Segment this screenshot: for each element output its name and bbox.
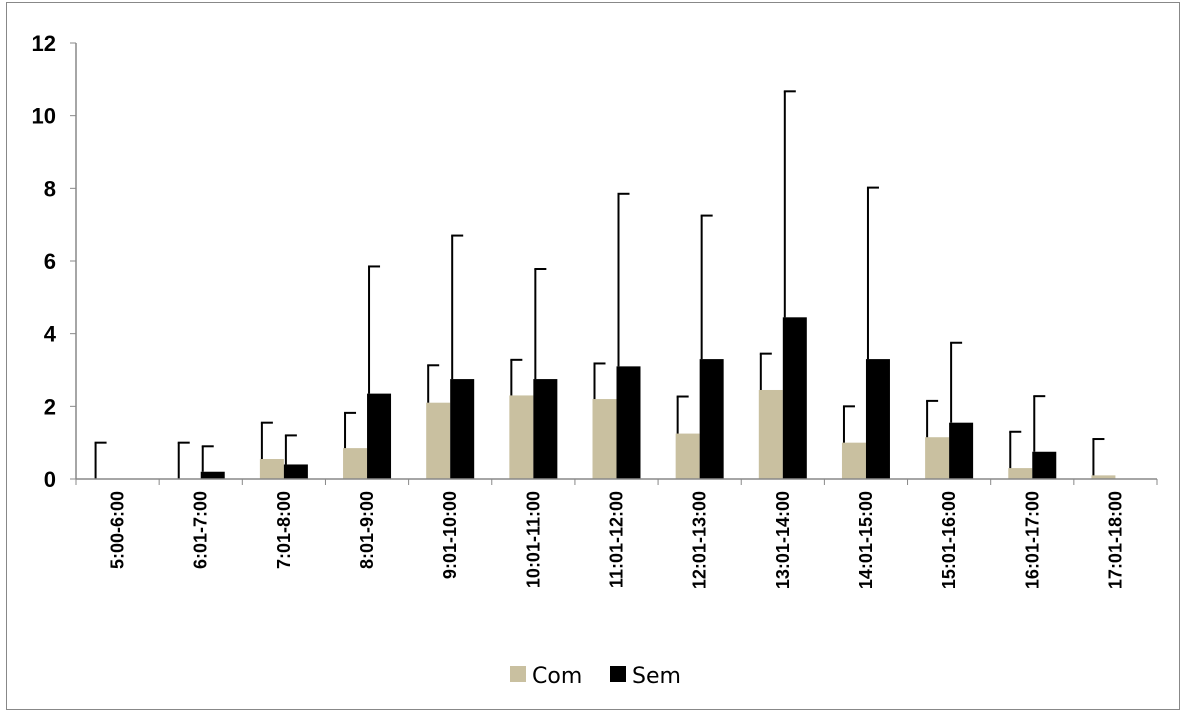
x-tick-label: 10:01-11:00 <box>523 491 543 588</box>
x-tick-label: 16:01-17:00 <box>1022 491 1042 589</box>
y-tick-label: 2 <box>44 394 56 419</box>
bar-sem <box>699 359 724 479</box>
bar-com <box>259 459 284 479</box>
y-axis-ticks: 0 2 4 6 8 10 12 <box>32 31 76 492</box>
bar-com <box>925 437 950 479</box>
x-tick-label: 14:01-15:00 <box>856 491 876 589</box>
y-tick-label: 8 <box>44 176 56 201</box>
bar-com <box>1091 475 1116 479</box>
x-tick-label: 6:01-7:00 <box>191 491 211 569</box>
x-tick-label: 9:01-10:00 <box>440 491 460 579</box>
bar-sem <box>865 359 890 479</box>
axes <box>75 43 1158 485</box>
bar-sem <box>782 317 807 479</box>
error-bars <box>94 90 1105 479</box>
chart-frame <box>6 2 1180 710</box>
bar-sem <box>949 422 974 479</box>
y-tick-label: 4 <box>44 322 57 347</box>
x-tick-label: 13:01-14:00 <box>773 491 793 589</box>
x-tick-label: 8:01-9:00 <box>357 491 377 569</box>
y-tick-label: 10 <box>32 104 56 129</box>
x-tick-label: 7:01-8:00 <box>274 491 294 569</box>
x-tick-label: 12:01-13:00 <box>690 491 710 589</box>
legend-label-sem: Sem <box>632 664 681 689</box>
bar-sem <box>367 393 392 479</box>
x-tick-label: 5:00-6:00 <box>108 491 128 569</box>
bar-sem <box>283 464 308 479</box>
legend-label-com: Com <box>532 664 582 689</box>
legend-swatch-sem <box>610 666 626 682</box>
bar-com <box>343 448 368 479</box>
bar-sem <box>450 379 475 479</box>
y-tick-label: 0 <box>44 467 56 492</box>
bars <box>200 317 1116 479</box>
bar-com <box>841 442 866 479</box>
bar-sem <box>1032 451 1057 479</box>
x-tick-label: 11:01-12:00 <box>607 491 627 588</box>
bar-com <box>675 433 700 479</box>
bar-sem <box>200 471 225 479</box>
bar-sem <box>533 379 558 479</box>
bar-com <box>509 395 534 479</box>
legend: Com Sem <box>510 664 681 689</box>
bar-com <box>758 389 783 479</box>
x-axis-ticks: 5:00-6:00 6:01-7:00 7:01-8:00 8:01-9:00 9:01… <box>108 491 1126 589</box>
y-tick-label: 6 <box>44 249 56 274</box>
legend-swatch-com <box>510 666 526 682</box>
x-tick-label: 15:01-16:00 <box>939 491 959 589</box>
bar-sem <box>616 366 641 479</box>
bar-com <box>1008 468 1033 479</box>
bar-com <box>592 399 617 479</box>
x-tick-label: 17:01-18:00 <box>1105 491 1125 589</box>
bar-com <box>426 402 451 479</box>
y-tick-label: 12 <box>32 31 56 56</box>
